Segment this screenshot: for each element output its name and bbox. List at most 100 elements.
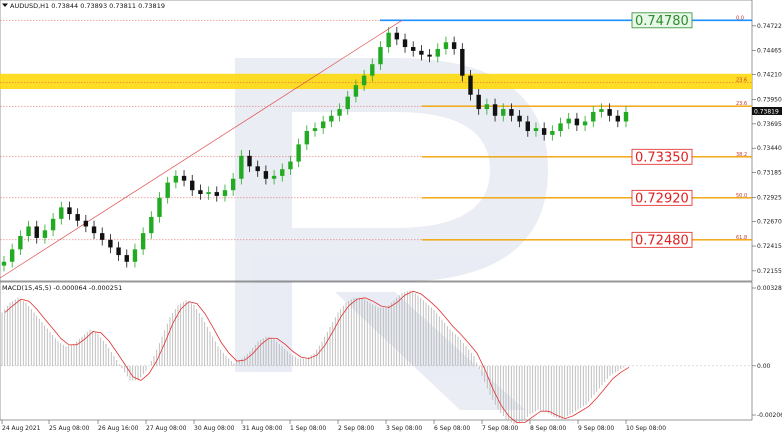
- price-tick-label: 0.73185: [757, 170, 782, 177]
- price-tick-label: 0.72925: [757, 194, 782, 201]
- candle: [419, 45, 424, 61]
- time-tick-label: 7 Sep 08:00: [482, 425, 518, 432]
- fib-trend-line: [0, 20, 403, 279]
- fib-percent-label: 38.2: [736, 152, 747, 158]
- macd-label: MACD(15,45,5) -0.000064 -0.000251: [2, 284, 122, 292]
- candle: [1, 256, 7, 272]
- candle: [337, 103, 342, 122]
- price-panel-frame: [0, 0, 753, 282]
- candle: [394, 26, 400, 46]
- candle: [386, 26, 391, 53]
- candle: [517, 110, 522, 128]
- macd-signal-line: [4, 290, 630, 424]
- macd-tick-label: 0.00: [757, 363, 771, 370]
- candle: [533, 122, 539, 137]
- candle: [312, 122, 318, 137]
- time-tick-label: 9 Sep 08:00: [578, 425, 614, 432]
- fib-percent-label: 50.0: [736, 193, 747, 199]
- candle: [108, 234, 113, 254]
- candle: [615, 110, 621, 128]
- candles: [1, 26, 629, 272]
- candle: [361, 69, 367, 91]
- candle: [402, 33, 408, 53]
- candle: [214, 186, 219, 202]
- candle: [42, 224, 48, 244]
- candle: [492, 98, 498, 122]
- candle: [173, 170, 179, 189]
- time-tick-label: 2 Sep 08:00: [338, 425, 374, 432]
- candle: [59, 201, 64, 225]
- candle: [451, 36, 457, 55]
- candle: [222, 184, 228, 202]
- candle: [566, 112, 571, 130]
- fib-level: 50.0: [0, 193, 752, 199]
- time-tick-label: 10 Sep 08:00: [626, 425, 666, 432]
- zone-band: [0, 73, 752, 90]
- price-tick-label: 0.73695: [757, 121, 782, 128]
- candle: [198, 184, 203, 200]
- candle: [75, 208, 80, 227]
- fib-level: 23.6: [0, 77, 752, 83]
- candle: [525, 115, 530, 137]
- candle: [239, 150, 244, 185]
- macd-tick-label: -0.002063: [757, 412, 782, 419]
- candle: [509, 103, 514, 122]
- candle: [329, 110, 334, 128]
- candle: [378, 41, 383, 70]
- candle: [34, 220, 39, 244]
- candle: [304, 125, 310, 151]
- candle: [370, 58, 375, 82]
- candle: [345, 90, 350, 115]
- time-tick-label: 3 Sep 08:00: [386, 425, 422, 432]
- level-callout: 0.72480: [631, 231, 693, 248]
- fib-level: 61.8: [0, 235, 752, 241]
- price-axis: 0.74722 0.74465 0.74210 0.73950 0.73695 0.734…: [752, 23, 782, 275]
- time-tick-label: 8 Sep 08:00: [530, 425, 566, 432]
- candle: [149, 211, 154, 239]
- candle: [165, 176, 170, 204]
- candle: [288, 155, 293, 175]
- candle: [476, 89, 481, 115]
- trend-line: [0, 20, 403, 279]
- level-callout-label: 0.72920: [635, 191, 689, 206]
- time-axis: 24 Aug 2021 25 Aug 08:00 26 Aug 16:00 27 Au…: [1, 420, 666, 432]
- macd-indicator: [1, 290, 630, 425]
- candle: [100, 227, 105, 246]
- candle: [181, 170, 187, 187]
- price-tick-label: 0.72155: [757, 268, 782, 275]
- fib-percent-label: 61.8: [736, 235, 747, 241]
- time-tick-label: 25 Aug 08:00: [49, 425, 90, 432]
- fib-percent-label: 23.6: [736, 101, 747, 107]
- candle: [132, 243, 138, 268]
- level-callout: 0.72920: [631, 189, 693, 206]
- candle: [50, 213, 56, 237]
- symbol-header: AUDUSD,H1 0.73844 0.73893 0.73811 0.7381…: [2, 2, 165, 10]
- time-tick-label: 27 Aug 08:00: [146, 425, 187, 432]
- candle: [230, 173, 236, 196]
- candle: [599, 103, 604, 118]
- price-tick-label: 0.74722: [757, 23, 782, 30]
- chevron-down-icon[interactable]: [2, 3, 8, 8]
- candle: [263, 165, 269, 185]
- macd-panel-frame: [0, 281, 753, 421]
- macd-axis: 0.003284 0.00 -0.002063: [0, 285, 782, 419]
- candle: [91, 220, 97, 239]
- candle: [9, 243, 15, 268]
- candle: [411, 41, 416, 57]
- candle: [18, 230, 23, 256]
- candle: [353, 79, 359, 103]
- fib-percent-label: 0.0: [736, 15, 744, 21]
- level-callout-label: 0.73350: [635, 150, 689, 165]
- candle: [124, 249, 129, 268]
- candle: [591, 106, 596, 128]
- price-tick-label: 0.74210: [757, 72, 782, 79]
- time-tick-label: 6 Sep 08:00: [434, 425, 470, 432]
- time-tick-label: 1 Sep 08:00: [290, 425, 326, 432]
- candle: [623, 106, 629, 128]
- candle: [460, 43, 465, 82]
- candle: [427, 48, 432, 63]
- candle: [157, 192, 162, 223]
- candle: [435, 43, 440, 63]
